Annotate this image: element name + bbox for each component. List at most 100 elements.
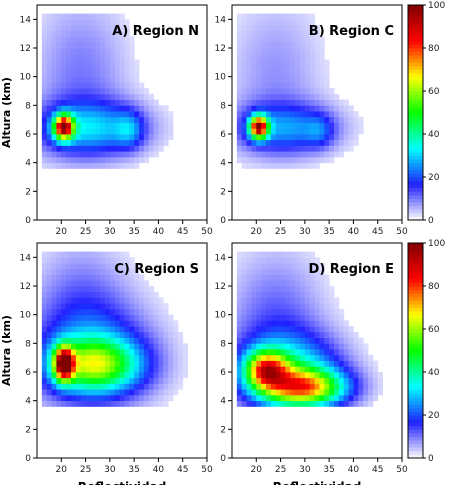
heatmap-cell bbox=[266, 25, 272, 32]
heatmap-cell bbox=[41, 303, 48, 310]
heatmap-cell bbox=[236, 82, 243, 89]
heatmap-cell bbox=[270, 151, 277, 158]
heatmap-cell bbox=[109, 111, 116, 118]
heatmap-cell bbox=[241, 251, 247, 258]
heatmap-cell bbox=[143, 105, 150, 112]
heatmap-cell bbox=[46, 162, 52, 169]
colorbar-segment bbox=[408, 343, 423, 348]
heatmap-cell bbox=[290, 303, 296, 310]
heatmap-cell bbox=[90, 42, 96, 49]
heatmap-cell bbox=[85, 383, 91, 390]
heatmap-cell bbox=[358, 377, 364, 384]
heatmap-cell bbox=[285, 82, 291, 89]
heatmap-cell bbox=[51, 105, 57, 112]
heatmap-cell bbox=[124, 286, 130, 293]
heatmap-cell bbox=[285, 274, 291, 281]
heatmap-cell bbox=[290, 19, 296, 26]
heatmap-cell bbox=[290, 343, 296, 350]
heatmap-cell bbox=[56, 99, 62, 106]
heatmap-cell bbox=[270, 314, 277, 321]
heatmap-cell bbox=[41, 343, 48, 350]
heatmap-cell bbox=[290, 25, 296, 32]
heatmap-cell bbox=[246, 274, 252, 281]
heatmap-cell bbox=[119, 145, 125, 152]
heatmap-cell bbox=[71, 337, 77, 344]
heatmap-cell bbox=[71, 30, 77, 37]
heatmap-cell bbox=[75, 308, 82, 316]
heatmap-cell bbox=[109, 156, 116, 164]
heatmap-cell bbox=[251, 128, 257, 135]
heatmap-cell bbox=[266, 349, 272, 356]
heatmap-cell bbox=[182, 349, 188, 356]
heatmap-cell bbox=[280, 156, 286, 164]
heatmap-cell bbox=[241, 331, 247, 338]
heatmap-cell bbox=[56, 303, 62, 310]
heatmap-cell bbox=[61, 372, 67, 379]
heatmap-cell bbox=[80, 99, 86, 106]
heatmap-cell bbox=[100, 383, 106, 390]
heatmap-cell bbox=[275, 394, 281, 402]
heatmap-cell bbox=[295, 88, 301, 95]
heatmap-cell bbox=[139, 394, 145, 402]
heatmap-cell bbox=[114, 314, 120, 321]
heatmap-cell bbox=[80, 337, 86, 344]
colorbar-segment bbox=[408, 87, 423, 92]
heatmap-cell bbox=[168, 360, 174, 367]
heatmap-cell bbox=[319, 280, 325, 287]
heatmap-cell bbox=[236, 314, 243, 321]
heatmap-cell bbox=[114, 122, 120, 129]
heatmap-cell bbox=[75, 70, 82, 78]
heatmap-cell bbox=[80, 59, 86, 66]
heatmap-cell bbox=[71, 349, 77, 356]
heatmap-cell bbox=[124, 383, 130, 390]
heatmap-cell bbox=[95, 134, 101, 141]
heatmap-cell bbox=[46, 156, 52, 164]
colorbar-segment bbox=[408, 91, 423, 95]
heatmap-cell bbox=[158, 105, 164, 112]
heatmap-cell bbox=[300, 13, 306, 20]
heatmap-cell bbox=[324, 139, 330, 146]
heatmap-cell bbox=[85, 53, 91, 60]
heatmap-cell bbox=[314, 111, 320, 118]
heatmap-cell bbox=[280, 88, 286, 95]
heatmap-cell bbox=[75, 320, 82, 327]
heatmap-cell bbox=[143, 331, 150, 338]
heatmap-cell bbox=[266, 286, 272, 293]
heatmap-cell bbox=[246, 76, 252, 83]
heatmap-cell bbox=[148, 400, 154, 407]
heatmap-cell bbox=[95, 343, 101, 350]
heatmap-cell bbox=[90, 314, 96, 321]
heatmap-cell bbox=[329, 314, 335, 321]
heatmap-cell bbox=[85, 25, 91, 32]
heatmap-cell bbox=[343, 372, 349, 379]
heatmap-cell bbox=[100, 99, 106, 106]
heatmap-cell bbox=[246, 383, 252, 390]
heatmap-cell bbox=[124, 314, 130, 321]
heatmap-cell bbox=[324, 145, 330, 152]
heatmap-cell bbox=[280, 366, 286, 373]
heatmap-cell bbox=[66, 76, 72, 83]
heatmap-cell bbox=[304, 162, 311, 169]
heatmap-cell bbox=[46, 268, 52, 275]
colorbar-segment bbox=[408, 126, 423, 131]
heatmap-cell bbox=[148, 360, 154, 367]
heatmap-cell bbox=[109, 268, 116, 275]
heatmap-cell bbox=[51, 354, 57, 361]
heatmap-cell bbox=[300, 394, 306, 402]
heatmap-cell bbox=[119, 268, 125, 275]
heatmap-cell bbox=[163, 377, 169, 384]
heatmap-cell bbox=[236, 145, 243, 152]
heatmap-cell bbox=[143, 134, 150, 141]
heatmap-cell bbox=[41, 331, 48, 338]
heatmap-cell bbox=[61, 320, 67, 327]
heatmap-cell bbox=[105, 326, 111, 333]
heatmap-cell bbox=[119, 139, 125, 146]
heatmap-cell bbox=[290, 383, 296, 390]
heatmap-cell bbox=[95, 76, 101, 83]
heatmap-cell bbox=[261, 400, 267, 407]
heatmap-cell bbox=[353, 360, 359, 367]
heatmap-cell bbox=[300, 19, 306, 26]
heatmap-cell bbox=[51, 88, 57, 95]
heatmap-cell bbox=[266, 257, 272, 264]
heatmap-cell bbox=[95, 59, 101, 66]
